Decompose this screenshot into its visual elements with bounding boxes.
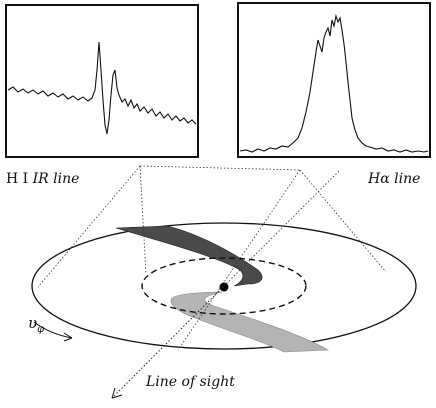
left-panel-projection-line-b (139, 165, 301, 171)
line-of-sight-text: Line of sight (146, 374, 235, 390)
galaxy-disc-outline (31, 222, 417, 350)
galactic-center-dot (219, 282, 229, 292)
light-spiral-arm (170, 291, 330, 353)
left-panel-projection-line-c (299, 169, 387, 273)
projection-lines (37, 165, 387, 351)
rotation-arrow (33, 321, 73, 342)
h-alpha-spectrum-panel (237, 2, 431, 158)
hi-ir-panel-frame (5, 4, 199, 158)
inner-dashed-orbit (141, 257, 307, 315)
velocity-subscript: φ (37, 324, 45, 335)
ir-line-label-italic: IR line (32, 171, 80, 187)
left-panel-projection-line-a (139, 165, 147, 275)
line-of-sight-arrow (111, 285, 225, 399)
line-of-sight-label: Line of sight (146, 374, 235, 390)
hi-ir-line-label: H I IR line (6, 171, 79, 187)
h-alpha-line-label: Hα line (368, 171, 420, 187)
right-panel-projection-line (177, 169, 301, 351)
rotation-arrowhead (63, 332, 73, 342)
hi-label-roman: H I (6, 171, 29, 187)
rotation-velocity-label: υφ (28, 314, 44, 335)
hi-ir-spectrum-panel (5, 4, 199, 158)
line-of-sight-ray (223, 169, 341, 287)
velocity-symbol: υ (28, 314, 38, 332)
h-alpha-panel-frame (237, 2, 431, 158)
hi-ir-spectrum-trace (7, 41, 197, 135)
h-alpha-spectrum-trace (239, 13, 429, 153)
line-of-sight-arrowhead (111, 387, 123, 399)
h-alpha-label-text: Hα line (368, 171, 421, 187)
dark-spiral-arm (115, 225, 263, 287)
